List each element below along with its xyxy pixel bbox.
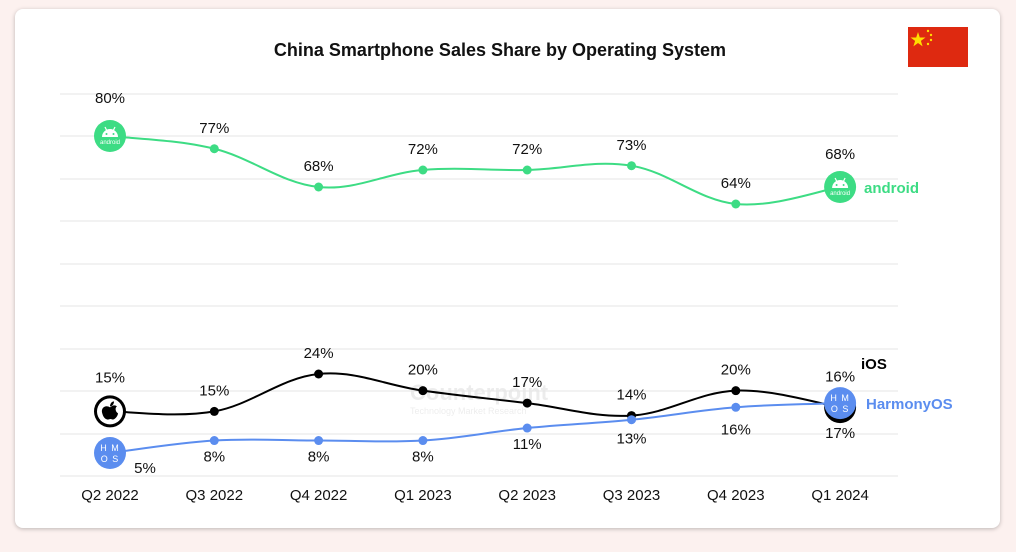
harmonyos-point	[731, 402, 741, 412]
x-tick-label: Q2 2022	[81, 487, 139, 504]
ios-data-label: 16%	[825, 368, 855, 385]
android-point	[731, 199, 741, 209]
harmonyos-data-label: 13%	[616, 431, 646, 448]
harmonyos-data-label: 11%	[513, 436, 542, 453]
harmonyos-point	[522, 423, 532, 433]
data-labels: 80% 77% 68% 72% 72% 73% 64% 68% 15% 15% 24% 20% 17% 1…	[95, 90, 855, 477]
china-flag-icon	[908, 27, 968, 67]
x-axis-ticks: Q2 2022 Q3 2022 Q4 2022 Q1 2023 Q2 2023 Q3 20…	[81, 487, 869, 504]
ios-point	[418, 386, 428, 396]
android-data-label: 68%	[825, 146, 855, 163]
android-icon-text: android	[830, 191, 850, 197]
legend-ios: iOS	[861, 356, 887, 373]
watermark-tagline: Technology Market Research	[410, 406, 527, 416]
harmonyos-point	[314, 436, 324, 446]
android-line	[109, 135, 841, 206]
android-data-label: 80%	[95, 90, 125, 107]
android-point	[627, 161, 636, 171]
android-point	[418, 165, 428, 175]
svg-text:O S: O S	[831, 404, 850, 414]
ios-data-label: 24%	[304, 345, 334, 362]
x-tick-label: Q4 2022	[290, 487, 348, 504]
chart-title: China Smartphone Sales Share by Operatin…	[273, 40, 727, 60]
android-icon: android	[824, 171, 857, 203]
ios-point	[314, 369, 324, 379]
hmos-icon: H MO S	[824, 387, 857, 424]
ios-point	[209, 406, 219, 416]
android-point	[314, 182, 324, 192]
ios-point	[731, 386, 741, 396]
apple-icon	[94, 395, 126, 428]
android-icon-text: android	[100, 140, 120, 146]
android-point	[522, 165, 532, 175]
harmonyos-data-label: 8%	[412, 449, 434, 466]
ios-point	[522, 398, 532, 408]
android-data-label: 73%	[616, 137, 646, 154]
ios-data-label: 20%	[408, 362, 438, 379]
harmonyos-data-label: 16%	[721, 421, 751, 438]
gridlines	[60, 93, 898, 477]
x-tick-label: Q4 2023	[707, 487, 765, 504]
ios-data-label: 15%	[95, 369, 125, 386]
svg-text:O S: O S	[101, 454, 120, 464]
chart-card	[15, 9, 1000, 528]
android-data-label: 72%	[408, 141, 438, 158]
svg-text:H M: H M	[830, 393, 850, 403]
ios-data-label: 14%	[616, 387, 646, 404]
legend-harmonyos: HarmonyOS	[866, 396, 953, 413]
harmonyos-line	[109, 402, 841, 454]
svg-text:H M: H M	[100, 443, 120, 453]
ios-data-label: 20%	[721, 362, 751, 379]
android-icon: android	[94, 120, 126, 152]
x-tick-label: Q1 2024	[811, 487, 869, 504]
x-tick-label: Q3 2022	[186, 487, 244, 504]
harmonyos-data-label: 17%	[825, 425, 855, 442]
android-point	[209, 144, 219, 154]
x-tick-label: Q2 2023	[498, 487, 556, 504]
android-data-label: 64%	[721, 175, 751, 192]
ios-data-label: 15%	[199, 382, 229, 399]
harmonyos-data-label: 8%	[308, 449, 330, 466]
harmonyos-data-label: 5%	[134, 460, 156, 477]
x-tick-label: Q1 2023	[394, 487, 452, 504]
harmonyos-point	[209, 436, 219, 446]
ios-line	[109, 372, 841, 417]
harmonyos-data-label: 8%	[203, 449, 225, 466]
ios-data-label: 17%	[512, 374, 542, 391]
data-points	[209, 144, 741, 446]
android-data-label: 68%	[304, 158, 334, 175]
android-data-label: 77%	[199, 120, 229, 137]
harmonyos-point	[418, 436, 428, 446]
legend-android: android	[864, 180, 919, 197]
harmonyos-point	[627, 415, 636, 425]
x-tick-label: Q3 2023	[603, 487, 661, 504]
android-data-label: 72%	[512, 141, 542, 158]
series-lines	[109, 135, 841, 454]
hmos-icon: H MO S	[94, 437, 126, 469]
